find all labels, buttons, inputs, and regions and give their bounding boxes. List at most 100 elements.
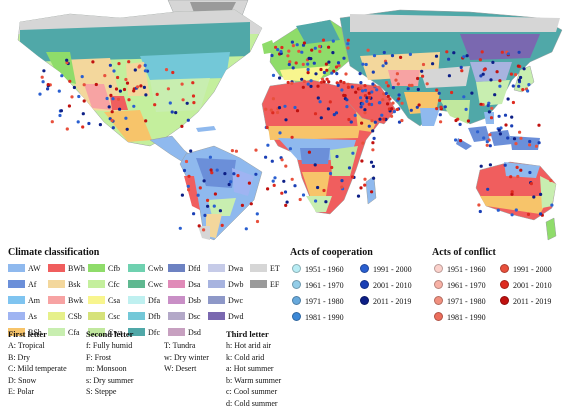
- conflict-event-dot: [342, 81, 346, 85]
- climate-swatch: [88, 328, 105, 336]
- climate-legend-item: Dsb: [168, 296, 201, 305]
- climate-code: Csc: [108, 312, 120, 321]
- cooperation-event-dot: [306, 82, 310, 86]
- cooperation-event-dot: [58, 113, 62, 118]
- climate-legend-item: CSb: [48, 312, 82, 321]
- climate-swatch: [8, 296, 25, 304]
- cooperation-event-dot: [313, 163, 317, 167]
- conflict-event-dot: [322, 80, 326, 84]
- climate-legend-item: ET: [250, 264, 280, 273]
- conflict-event-dot: [482, 68, 486, 72]
- cooperation-event-dot: [313, 46, 317, 50]
- conflict-event-dot: [319, 67, 323, 72]
- climate-legend-item: Am: [8, 296, 40, 305]
- key-line: a: Hot summer: [226, 364, 274, 373]
- climate-legend-item: Csc: [88, 312, 120, 321]
- conflict-event-dot: [136, 85, 140, 89]
- conflict-event-dot: [479, 102, 483, 106]
- conflict-event-dot: [290, 81, 294, 85]
- conflict-event-dot: [529, 182, 534, 186]
- key-line: d: Cold summer: [226, 398, 278, 408]
- conflict-event-dot: [164, 68, 169, 72]
- cooperation-event-dot: [361, 62, 365, 66]
- cooperation-event-dot: [550, 203, 554, 207]
- cooperation-event-dot: [326, 107, 330, 111]
- conflict-event-dot: [390, 114, 394, 118]
- conflict-event-dot: [335, 81, 339, 85]
- cooperation-event-dot: [503, 163, 507, 167]
- cooperation-event-dot: [408, 52, 412, 57]
- cooperation-event-dot: [347, 166, 352, 170]
- cooperation-event-dot: [526, 89, 530, 93]
- cooperation-event-dot: [301, 193, 306, 197]
- cooperation-event-dot: [295, 43, 299, 47]
- conflict-event-dot: [363, 84, 367, 88]
- cooperation-event-dot: [346, 42, 350, 46]
- conflict-event-dot: [313, 112, 318, 116]
- climate-swatch: [48, 264, 65, 272]
- climate-swatch: [48, 312, 65, 320]
- conflict-event-dot: [171, 70, 175, 75]
- cooperation-event-dot: [332, 113, 336, 117]
- conflict-event-dot: [381, 98, 385, 102]
- climate-code: Cwb: [148, 264, 164, 273]
- conflict-event-dot: [519, 136, 523, 140]
- conflict-event-dot: [394, 78, 398, 82]
- conflict-event-dot: [316, 84, 320, 88]
- cooperation-event-dot: [46, 87, 50, 91]
- cooperation-event-dot: [506, 136, 510, 140]
- legend-label: 1961 - 1970: [305, 281, 344, 290]
- conflict-event-dot: [220, 223, 224, 227]
- cooperation-event-dot: [270, 53, 274, 58]
- conflict-event-dot: [321, 77, 325, 81]
- cooperation-event-dot: [391, 86, 395, 90]
- conflict-event-dot: [68, 79, 72, 83]
- cooperation-event-dot: [397, 93, 401, 97]
- conflict-event-dot: [191, 81, 195, 85]
- climate-swatch: [88, 312, 105, 320]
- cooperation-event-dot: [476, 130, 480, 134]
- conflict-event-dot: [391, 101, 395, 105]
- climate-swatch: [250, 280, 267, 288]
- cooperation-event-dot: [133, 68, 137, 72]
- climate-code: Cfb: [108, 264, 120, 273]
- conflict-event-dot: [328, 100, 332, 104]
- climate-swatch: [250, 264, 267, 272]
- conflict-event-dot: [346, 38, 350, 42]
- north-america: [17, 9, 263, 147]
- conflict-event-dot: [287, 49, 291, 53]
- conflict-event-dot: [153, 103, 157, 107]
- cooperation-event-dot: [111, 97, 115, 101]
- cooperation-event-dot: [437, 91, 441, 95]
- new-zealand: [545, 217, 557, 241]
- cooperation-event-dot: [306, 62, 310, 66]
- conflict-event-dot: [347, 117, 351, 122]
- conflict-event-dot: [230, 149, 234, 153]
- cooperation-event-dot: [390, 54, 395, 58]
- cooperation-event-dot: [485, 140, 489, 144]
- legend-dot: [500, 296, 509, 305]
- conflict-event-dot: [367, 95, 371, 100]
- conflict-event-dot: [363, 94, 367, 98]
- cooperation-event-dot: [512, 137, 517, 141]
- cooperation-event-dot: [223, 172, 227, 176]
- climate-legend-item: Cfc: [88, 280, 120, 289]
- conflict-event-dot: [266, 187, 270, 191]
- cooperation-event-dot: [270, 159, 274, 163]
- cooperation-event-dot: [266, 143, 270, 147]
- conflict-event-dot: [459, 139, 463, 143]
- cooperation-event-dot: [282, 179, 286, 183]
- conflict-event-dot: [265, 125, 269, 130]
- cooperation-event-dot: [415, 105, 419, 109]
- cooperation-event-dot: [203, 213, 207, 217]
- cooperation-event-dot: [271, 73, 276, 77]
- cooperation-event-dot: [447, 74, 451, 78]
- cooperation-event-dot: [283, 190, 288, 194]
- climate-legend-item: Cwc: [128, 280, 163, 289]
- conflict-event-dot: [346, 85, 350, 89]
- conflict-event-dot: [295, 109, 300, 113]
- conflict-event-dot: [125, 81, 130, 85]
- cooperation-event-dot: [370, 90, 374, 94]
- cooperation-event-dot: [291, 66, 295, 70]
- cooperation-event-dot: [454, 138, 458, 142]
